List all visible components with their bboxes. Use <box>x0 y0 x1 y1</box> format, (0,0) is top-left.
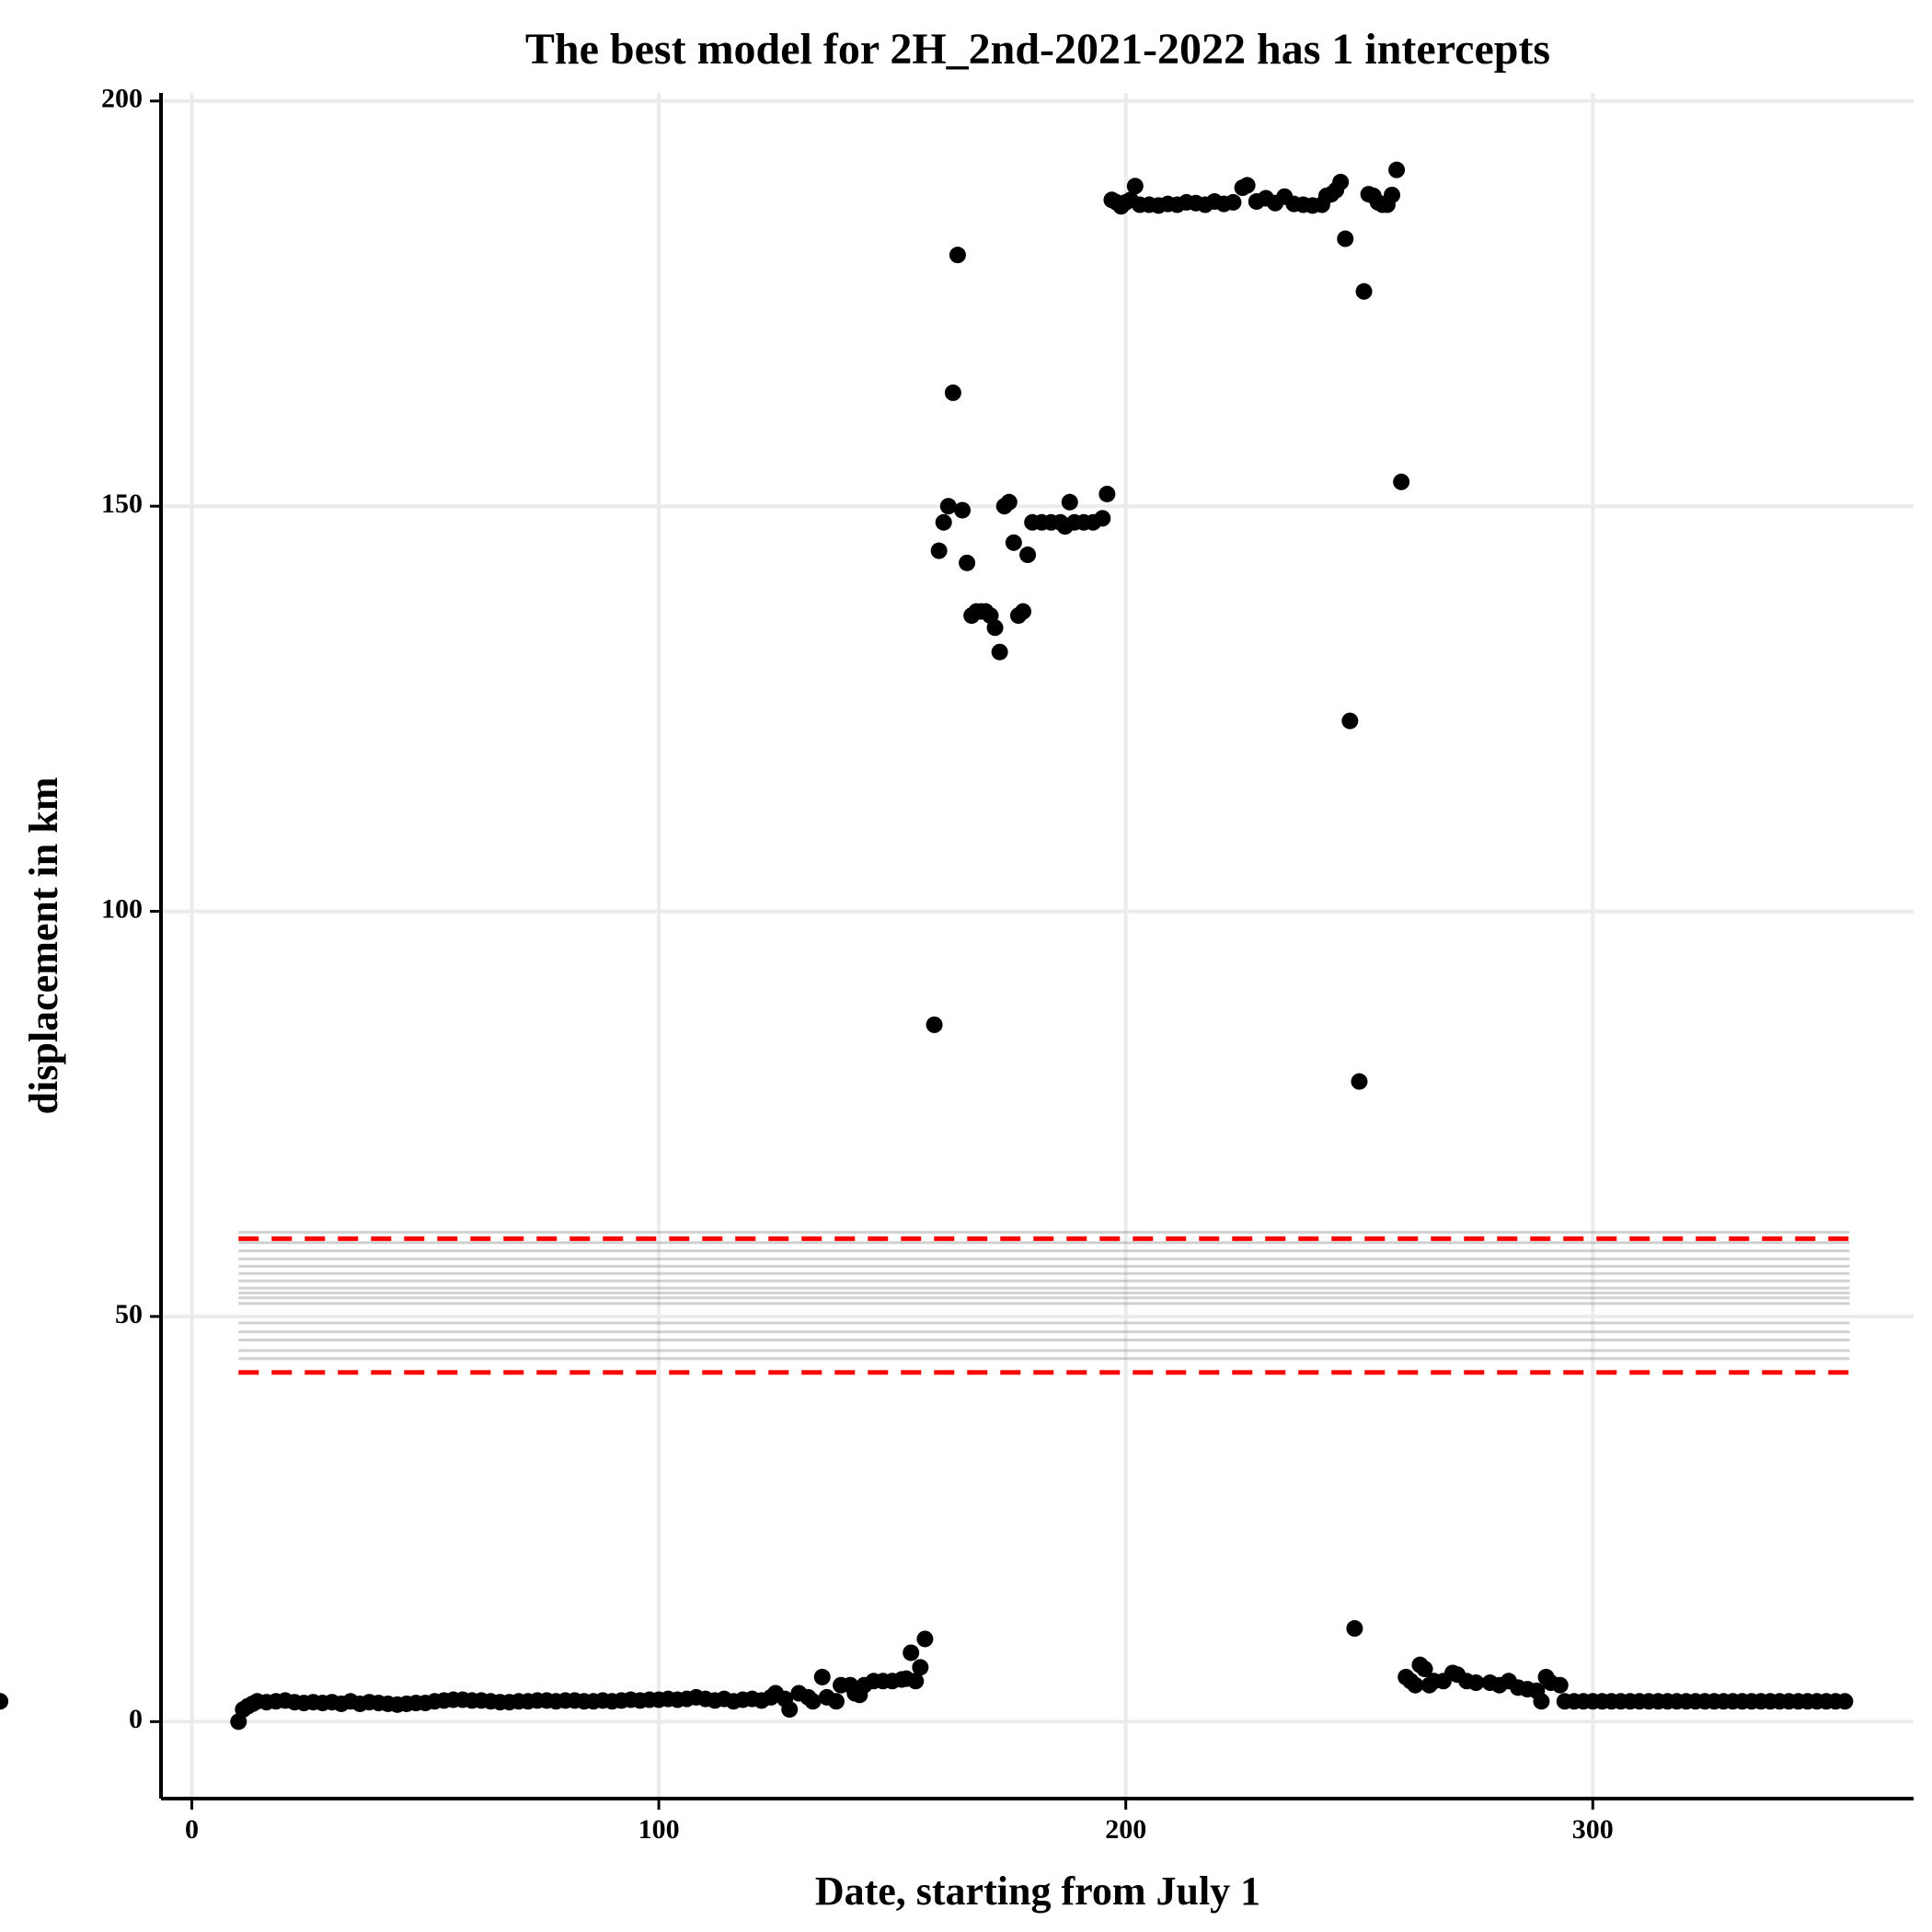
data-point <box>804 1693 822 1710</box>
y-tick-label: 50 <box>115 1299 143 1329</box>
data-point <box>903 1644 920 1662</box>
y-tick-label: 200 <box>101 84 143 114</box>
x-tick-label: 200 <box>1105 1814 1146 1845</box>
data-point <box>907 1673 925 1690</box>
data-point <box>1551 1676 1569 1694</box>
data-point <box>991 643 1008 661</box>
data-point <box>939 498 957 515</box>
data-point <box>916 1630 934 1648</box>
data-point <box>1000 493 1018 511</box>
data-point <box>1341 712 1359 730</box>
data-point <box>986 619 1004 637</box>
data-point <box>1416 1661 1433 1678</box>
data-point <box>1533 1693 1550 1710</box>
data-point <box>1388 161 1406 178</box>
data-point <box>1467 1674 1485 1692</box>
data-point <box>926 1016 943 1033</box>
data-point <box>949 247 966 264</box>
data-point <box>1836 1693 1854 1710</box>
data-point <box>1019 546 1037 564</box>
data-point <box>1346 1620 1363 1638</box>
x-tick-label: 300 <box>1572 1814 1614 1845</box>
data-point <box>1407 1676 1424 1694</box>
data-point <box>1225 193 1242 211</box>
data-point <box>930 542 948 559</box>
data-point <box>1351 1073 1368 1090</box>
y-tick-label: 150 <box>101 489 143 519</box>
y-axis-label: displacement in km <box>21 777 66 1115</box>
data-point <box>781 1701 799 1719</box>
data-point <box>935 513 952 531</box>
data-point <box>1061 493 1078 511</box>
data-point <box>1332 173 1350 190</box>
x-axis-label: Date, starting from July 1 <box>815 1869 1260 1914</box>
data-point <box>1126 178 1144 195</box>
data-point <box>813 1668 831 1685</box>
data-point <box>1094 510 1111 527</box>
data-point <box>1393 473 1410 490</box>
chart-title: The best model for 2H_2nd-2021-2022 has … <box>525 25 1550 74</box>
x-tick-label: 100 <box>638 1814 680 1845</box>
data-point <box>959 554 976 571</box>
data-point <box>0 1693 8 1710</box>
data-point <box>1098 485 1116 502</box>
data-point <box>912 1659 929 1676</box>
y-tick-label: 100 <box>101 893 143 924</box>
data-point <box>827 1693 845 1710</box>
data-point <box>1238 177 1256 194</box>
x-tick-label: 0 <box>185 1814 199 1845</box>
data-point <box>1384 186 1401 203</box>
data-point <box>1015 603 1032 620</box>
data-point <box>944 384 961 401</box>
y-tick-label: 0 <box>129 1704 143 1734</box>
data-point <box>1355 282 1373 300</box>
data-point <box>1337 230 1354 247</box>
data-point <box>954 501 972 519</box>
data-point <box>1005 534 1022 551</box>
